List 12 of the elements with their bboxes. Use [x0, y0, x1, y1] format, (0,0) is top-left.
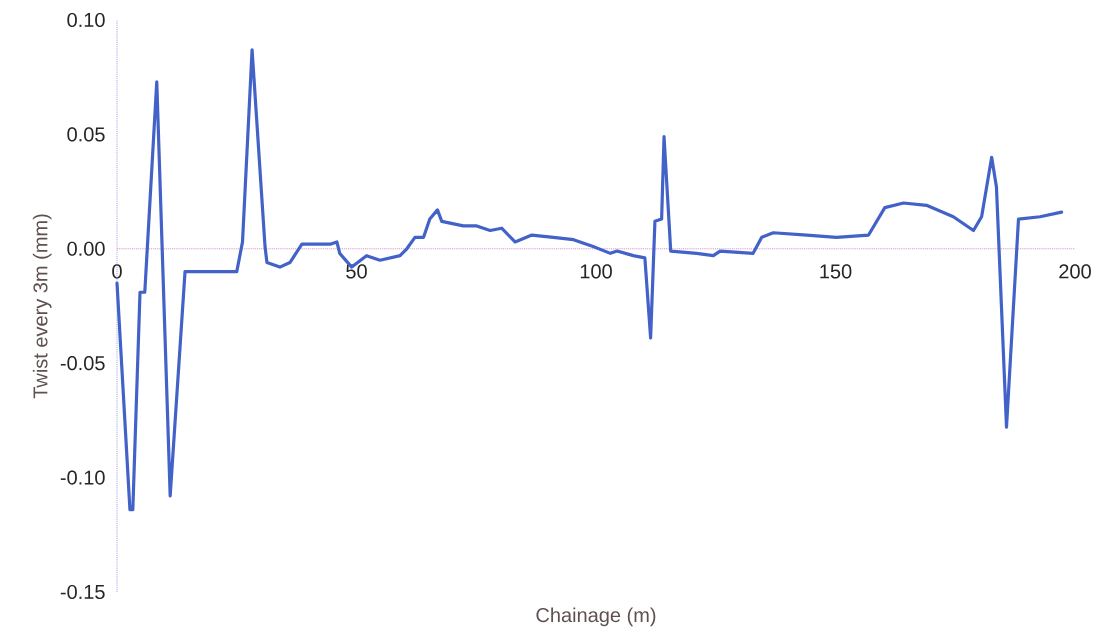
y-tick-label: 0.00	[67, 241, 105, 256]
y-tick-label: -0.10	[60, 470, 105, 485]
y-tick-label: -0.15	[60, 584, 105, 600]
y-axis-title: Twist every 3m (mm)	[32, 214, 52, 399]
x-tick-label: 200	[1059, 264, 1091, 279]
x-tick-label: 0	[112, 264, 122, 279]
x-tick-label: 100	[580, 264, 612, 279]
y-tick-label: -0.05	[60, 356, 105, 371]
y-tick-label: 0.05	[67, 127, 105, 142]
y-tick-label: 0.10	[67, 12, 105, 28]
x-axis-title: Chainage (m)	[536, 607, 656, 627]
x-tick-label: 150	[820, 264, 852, 279]
